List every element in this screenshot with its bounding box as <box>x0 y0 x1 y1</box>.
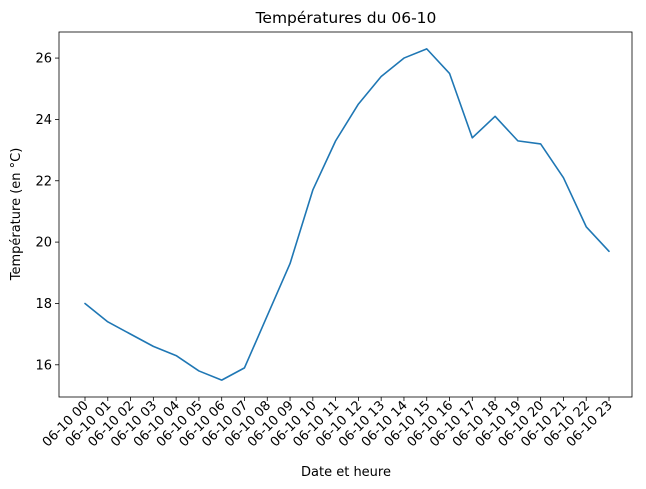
y-tick-label: 22 <box>35 174 52 189</box>
series-line <box>84 48 610 381</box>
plot-area-frame <box>58 31 633 398</box>
x-axis-label: Date et heure <box>301 465 391 480</box>
y-tick-label: 20 <box>35 236 52 251</box>
y-tick-label: 18 <box>35 297 52 312</box>
y-axis: 16 18 20 22 24 26 <box>35 52 59 373</box>
y-tick-label: 16 <box>35 358 52 373</box>
chart-title: Températures du 06-10 <box>255 9 437 27</box>
y-axis-label: Température (en °C) <box>9 148 24 282</box>
y-tick-label: 26 <box>35 52 52 67</box>
y-tick-label: 24 <box>35 113 52 128</box>
